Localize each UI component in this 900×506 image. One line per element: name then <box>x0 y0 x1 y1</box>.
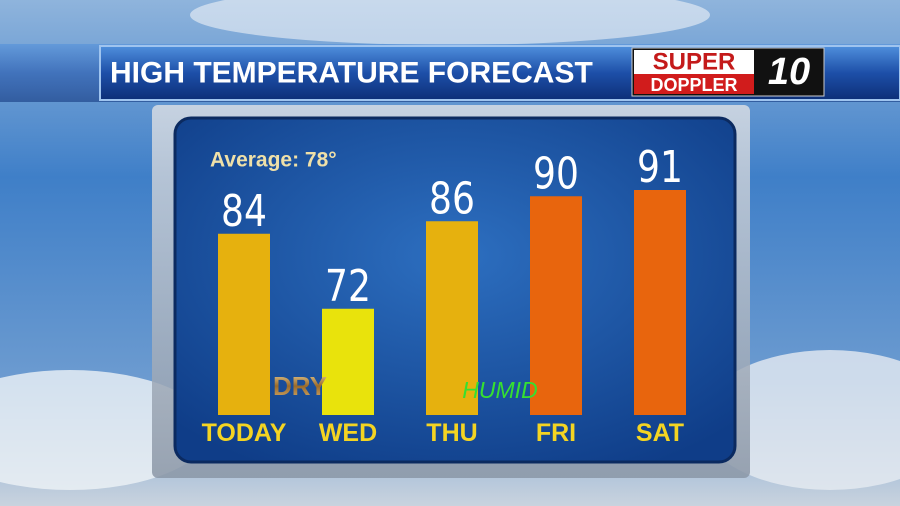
bar <box>634 190 686 415</box>
cloud <box>700 350 900 490</box>
bar <box>218 233 270 415</box>
title: HIGH TEMPERATURE FORECAST <box>110 57 593 90</box>
value-label: 91 <box>637 143 683 193</box>
value-label: 90 <box>533 149 579 199</box>
dry-note: DRY <box>273 371 327 401</box>
logo-top <box>634 50 754 74</box>
category-label: THU <box>426 419 477 447</box>
category-label: SAT <box>636 419 684 447</box>
value-label: 72 <box>325 262 371 312</box>
bar <box>530 196 582 415</box>
bars: 84 TODAY 72 WED 86 THU 90 FRI 91 SAT <box>202 143 686 447</box>
logo-doppler: DOPPLER <box>650 75 737 95</box>
logo-bottom <box>634 74 754 94</box>
value-label: 84 <box>221 187 267 237</box>
bar <box>322 308 374 415</box>
logo-super: SUPER <box>653 49 736 76</box>
category-label: FRI <box>536 419 576 447</box>
logo-number: 10 <box>768 51 810 93</box>
category-label: WED <box>319 419 377 447</box>
average-note: Average: 78° <box>210 149 337 172</box>
humid-note: HUMID <box>462 377 537 403</box>
bar <box>426 221 478 415</box>
cloud <box>190 0 710 45</box>
logo: SUPER DOPPLER 10 <box>631 47 825 97</box>
value-label: 86 <box>429 174 475 224</box>
category-label: TODAY <box>202 419 287 447</box>
